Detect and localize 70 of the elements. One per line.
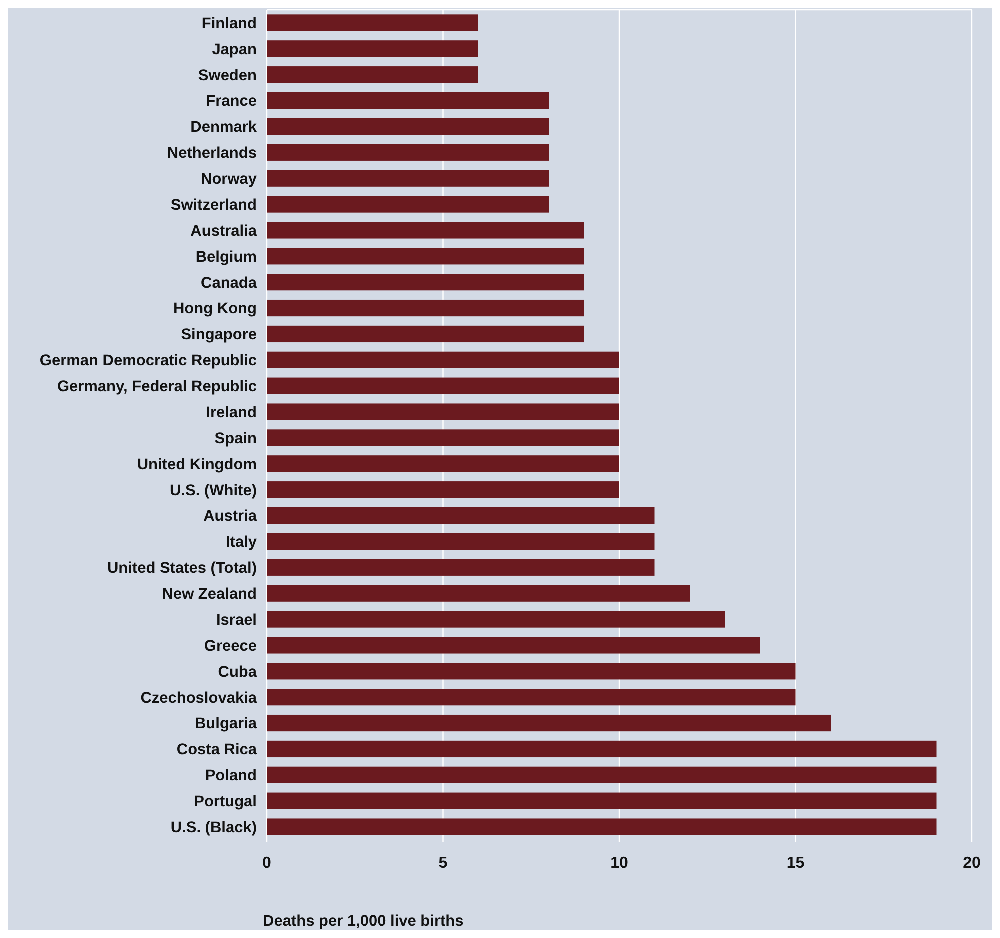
bar	[267, 404, 620, 420]
bar	[267, 326, 584, 343]
y-tick-label: Hong Kong	[173, 300, 257, 318]
bar	[267, 222, 584, 239]
y-tick-label: Bulgaria	[194, 716, 258, 733]
y-tick-label: U.S. (White)	[170, 482, 257, 500]
y-tick-label: Australia	[190, 222, 258, 240]
bar	[267, 663, 796, 680]
bar	[267, 66, 478, 84]
bar	[267, 300, 584, 317]
bar	[267, 92, 549, 110]
y-tick-label: Japan	[212, 41, 257, 58]
bar	[267, 689, 796, 706]
y-tick-label: Finland	[202, 15, 257, 32]
bar	[267, 559, 655, 576]
y-tick-label: New Zealand	[162, 586, 257, 604]
y-tick-label: Singapore	[181, 326, 258, 344]
y-tick-label: Switzerland	[170, 196, 257, 214]
y-tick-label: Denmark	[190, 119, 258, 136]
y-tick-label: Italy	[226, 534, 258, 552]
bar	[267, 766, 937, 784]
y-tick-label: Austria	[204, 508, 258, 526]
y-tick-label: Greece	[204, 638, 258, 655]
x-axis-title: Deaths per 1,000 live births	[263, 913, 464, 930]
y-tick-label: Poland	[205, 768, 257, 785]
bar	[267, 274, 584, 291]
bar	[267, 352, 620, 368]
bar	[267, 144, 549, 161]
y-tick-label: U.S. (Black)	[170, 819, 257, 836]
bar	[267, 118, 549, 136]
y-tick-label: Portugal	[194, 794, 257, 811]
bar	[267, 585, 690, 602]
bar	[267, 507, 655, 524]
y-tick-label: Cuba	[218, 664, 258, 681]
y-tick-label: Germany, Federal Republic	[57, 378, 258, 396]
y-tick-label: German Democratic Republic	[40, 352, 258, 370]
y-tick-label: Belgium	[196, 248, 257, 266]
bar	[267, 456, 620, 472]
bar	[267, 196, 549, 213]
bar	[267, 611, 726, 628]
bar	[267, 482, 620, 498]
bar	[267, 792, 937, 810]
y-tick-label: United States (Total)	[107, 560, 257, 578]
x-tick-label: 15	[786, 855, 805, 872]
y-tick-label: Czechoslovakia	[140, 690, 258, 707]
x-tick-label: 0	[262, 855, 272, 872]
bar	[267, 533, 655, 550]
y-tick-label: France	[206, 93, 258, 110]
bar	[267, 40, 478, 58]
y-tick-label: Canada	[201, 274, 258, 292]
bar	[267, 170, 549, 187]
x-tick-label: 20	[963, 855, 981, 872]
bar	[267, 714, 831, 732]
y-tick-label: Israel	[216, 612, 257, 629]
bar	[267, 430, 620, 446]
x-tick-label: 10	[610, 855, 628, 872]
y-tick-label: Costa Rica	[176, 742, 258, 759]
x-tick-label: 5	[438, 855, 448, 872]
y-tick-label: Sweden	[198, 67, 257, 84]
y-tick-label: Ireland	[206, 404, 257, 422]
y-tick-label: Norway	[201, 171, 258, 188]
bar	[267, 378, 620, 394]
bar	[267, 818, 937, 836]
y-tick-label: Netherlands	[167, 145, 257, 162]
bar	[267, 14, 478, 32]
bar	[267, 637, 760, 654]
y-tick-label: Spain	[214, 430, 257, 448]
bar	[267, 248, 584, 265]
y-tick-label: United Kingdom	[137, 456, 257, 474]
bar	[267, 740, 937, 758]
